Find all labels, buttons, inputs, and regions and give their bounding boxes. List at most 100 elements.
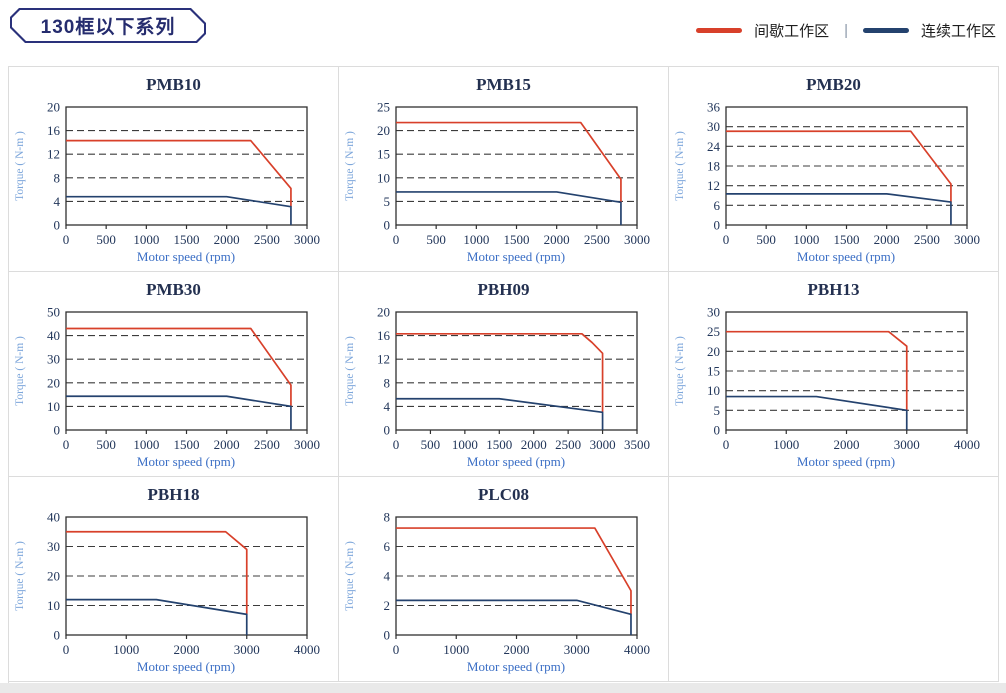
intermittent-working-zone-line (396, 332, 604, 413)
intermittent-working-zone-line (66, 327, 292, 407)
x-tick-label: 3000 (590, 437, 616, 452)
x-tick-label: 500 (96, 437, 116, 452)
legend-item-continuous: 连续工作区 (862, 20, 996, 41)
y-tick-label: 5 (714, 403, 721, 418)
y-tick-label: 20 (707, 344, 720, 359)
chart-title: PMB15 (476, 75, 531, 94)
legend: 间歇工作区 | 连续工作区 (696, 20, 996, 41)
chart-title: PBH18 (147, 485, 200, 504)
y-axis-label: Torque ( N-m ) (344, 336, 356, 406)
chart-plc08: Motor speed (rpm) Torque ( N-m ) 0 2 4 6 8 0 1… (344, 510, 650, 675)
x-tick-label: 1000 (133, 437, 159, 452)
y-tick-label: 4 (384, 569, 391, 584)
x-tick-label: 500 (96, 232, 116, 247)
chart-title: PLC08 (478, 485, 529, 504)
x-tick-label: 2500 (584, 232, 610, 247)
chart-title: PMB10 (146, 75, 201, 94)
y-tick-label: 40 (47, 510, 60, 525)
x-tick-label: 2000 (544, 232, 570, 247)
intermittent-working-zone-line (726, 130, 952, 203)
y-tick-label: 15 (707, 364, 720, 379)
x-axis-label: Motor speed (rpm) (467, 454, 565, 469)
x-tick-label: 2500 (914, 232, 940, 247)
x-tick-label: 2000 (214, 437, 240, 452)
chart-panel-plc08: PLC08 Motor speed (rpm) Torque ( N-m ) 0… (339, 477, 669, 682)
y-tick-label: 0 (384, 218, 391, 233)
x-tick-label: 0 (63, 232, 70, 247)
continuous-working-zone-line (66, 195, 292, 225)
x-tick-label: 1500 (504, 232, 530, 247)
x-tick-label: 1000 (452, 437, 478, 452)
y-tick-label: 5 (384, 194, 391, 209)
x-tick-label: 2000 (834, 437, 860, 452)
chart-title: PBH13 (807, 280, 860, 299)
x-tick-label: 2000 (214, 232, 240, 247)
y-axis-label: Torque ( N-m ) (344, 541, 356, 611)
y-tick-label: 20 (47, 375, 60, 390)
x-tick-label: 4000 (624, 642, 650, 657)
x-tick-label: 2000 (504, 642, 530, 657)
chart-panel-pmb10: PMB10 Motor speed (rpm) Torque ( N-m ) 0… (9, 67, 339, 272)
x-tick-label: 3000 (234, 642, 260, 657)
series-badge: 130框以下系列 (10, 8, 206, 43)
y-tick-label: 30 (47, 352, 60, 367)
y-tick-label: 8 (54, 170, 61, 185)
x-tick-label: 3000 (294, 232, 320, 247)
intermittent-working-zone-line (726, 330, 908, 411)
chart-panel-pmb30: PMB30 Motor speed (rpm) Torque ( N-m ) 0… (9, 272, 339, 477)
y-tick-label: 36 (707, 100, 721, 115)
series-badge-label: 130框以下系列 (40, 17, 176, 38)
y-tick-label: 0 (714, 423, 721, 438)
footer-bar (0, 683, 1006, 693)
y-tick-label: 0 (384, 628, 391, 643)
chart-pmb15: Motor speed (rpm) Torque ( N-m ) 0 5 10 15 2… (344, 100, 650, 265)
y-tick-label: 0 (54, 628, 61, 643)
x-tick-label: 3000 (624, 232, 650, 247)
x-axis-label: Motor speed (rpm) (137, 249, 235, 264)
y-tick-label: 2 (384, 598, 391, 613)
chart-pbh09: Motor speed (rpm) Torque ( N-m ) 0 4 8 12 16… (344, 305, 650, 470)
y-tick-label: 10 (707, 383, 720, 398)
x-tick-label: 2500 (555, 437, 581, 452)
y-tick-label: 50 (47, 305, 60, 320)
x-tick-label: 1500 (174, 437, 200, 452)
y-tick-label: 0 (54, 423, 61, 438)
x-tick-label: 3000 (294, 437, 320, 452)
y-tick-label: 30 (707, 119, 720, 134)
legend-label-intermittent: 间歇工作区 (754, 23, 830, 40)
chart-panel-pmb20: PMB20 Motor speed (rpm) Torque ( N-m ) 0… (669, 67, 999, 272)
x-tick-label: 500 (426, 232, 446, 247)
y-tick-label: 0 (714, 218, 721, 233)
x-tick-label: 1000 (133, 232, 159, 247)
y-tick-label: 8 (384, 375, 391, 390)
y-tick-label: 12 (707, 178, 720, 193)
continuous-line-swatch (862, 28, 909, 33)
chart-title: PMB30 (146, 280, 201, 299)
x-tick-label: 1500 (486, 437, 512, 452)
x-tick-label: 1500 (834, 232, 860, 247)
y-tick-label: 12 (47, 147, 60, 162)
y-tick-label: 0 (54, 218, 61, 233)
intermittent-working-zone-line (66, 530, 248, 615)
intermittent-line-swatch (696, 28, 743, 33)
y-tick-label: 25 (707, 324, 720, 339)
x-tick-label: 0 (723, 437, 730, 452)
x-tick-label: 3500 (624, 437, 650, 452)
chart-panel-pbh18: PBH18 Motor speed (rpm) Torque ( N-m ) 0… (9, 477, 339, 682)
x-tick-label: 0 (63, 642, 70, 657)
chart-title: PBH09 (477, 280, 530, 299)
continuous-working-zone-line (66, 598, 248, 635)
x-tick-label: 1000 (793, 232, 819, 247)
series-badge-inner: 130框以下系列 (12, 10, 204, 41)
plot-border (65, 106, 308, 226)
intermittent-working-zone-line (66, 139, 292, 207)
y-tick-label: 25 (377, 100, 390, 115)
y-axis-label: Torque ( N-m ) (674, 131, 686, 201)
chart-pmb30: Motor speed (rpm) Torque ( N-m ) 0 10 20 30… (14, 305, 320, 470)
x-tick-label: 2500 (254, 232, 280, 247)
continuous-working-zone-line (726, 193, 952, 225)
x-tick-label: 1500 (174, 232, 200, 247)
x-tick-label: 2000 (174, 642, 200, 657)
legend-separator: | (844, 22, 848, 39)
